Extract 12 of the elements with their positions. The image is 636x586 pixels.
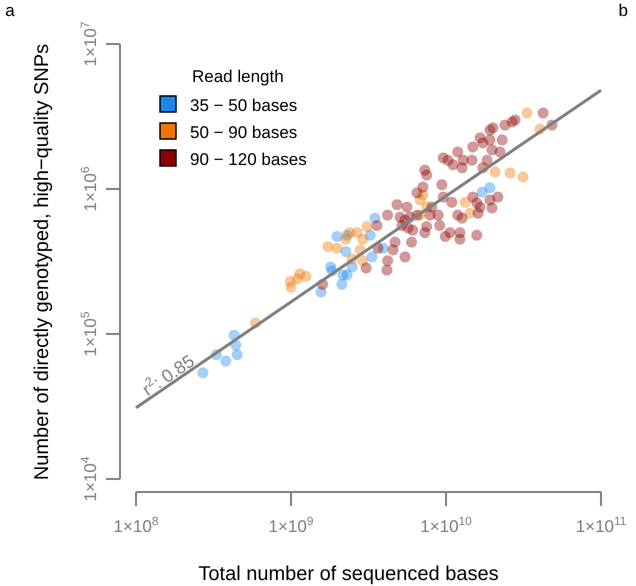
- y-axis-title: Number of directly genotyped, high−quality SNPs: [31, 44, 53, 480]
- x-tick-label: 1×10$^{11}$: [576, 514, 627, 536]
- legend-label: 90 − 120 bases: [190, 150, 307, 169]
- legend-label: 35 − 50 bases: [190, 96, 298, 115]
- legend-title: Read length: [192, 67, 284, 86]
- x-tick-label: 1×10$^{9}$: [268, 514, 314, 536]
- legend-label: 50 − 90 bases: [190, 123, 298, 142]
- x-tick-label: 1×10$^{8}$: [114, 514, 159, 536]
- x-tick-label: 1×10$^{10}$: [420, 514, 472, 536]
- text: a: [5, 1, 16, 20]
- text: b: [618, 1, 628, 20]
- x-axis-title: Total number of sequenced bases: [198, 563, 499, 585]
